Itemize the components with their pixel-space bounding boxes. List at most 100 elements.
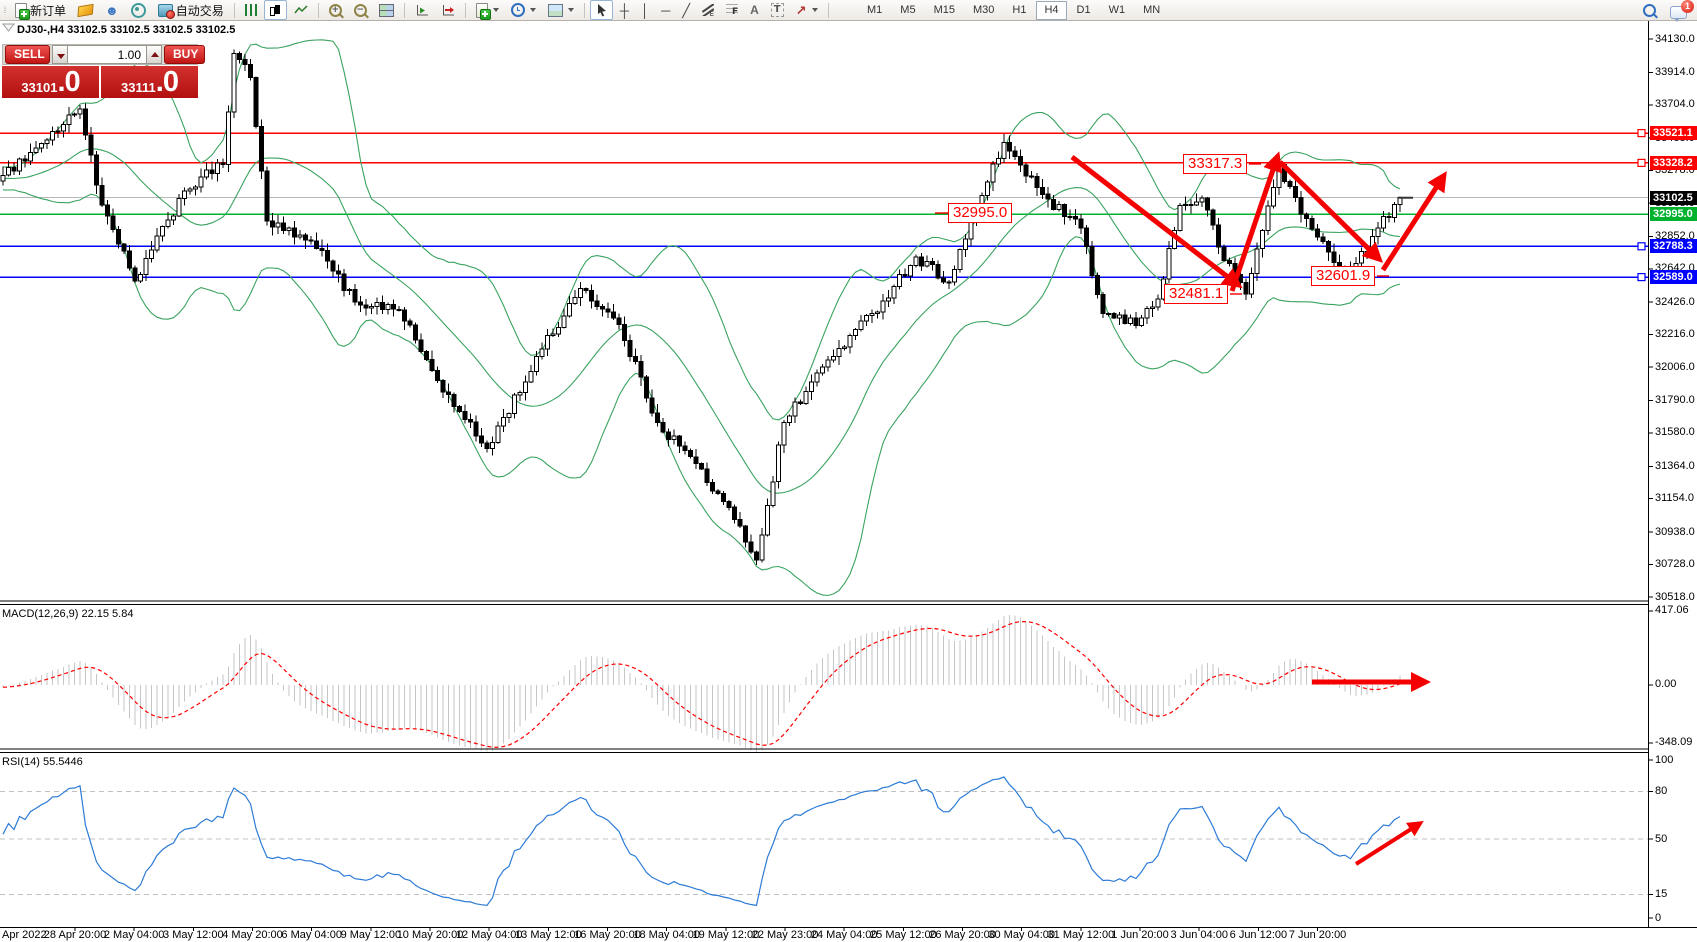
volume-decrease-button[interactable] <box>52 45 68 64</box>
price-level-tag: 33328.2 <box>1650 155 1697 170</box>
time-axis-label: 18 May 04:00 <box>633 929 701 941</box>
price-level-tag: 32788.3 <box>1650 239 1697 254</box>
templates-button[interactable] <box>543 0 579 20</box>
sell-price[interactable]: 33101.0 <box>2 66 99 98</box>
cursor-button[interactable] <box>589 0 613 20</box>
text-label-button[interactable]: T <box>766 0 789 20</box>
symbol-ohlc-header: DJ30-,H4 33102.5 33102.5 33102.5 33102.5 <box>17 24 236 36</box>
new-order-icon <box>15 2 30 20</box>
price-axis-tick: 31154.0 <box>1655 492 1694 505</box>
time-axis-label: 30 May 04:00 <box>988 929 1056 941</box>
price-annotation[interactable]: 32601.9 <box>1311 266 1376 286</box>
zoom-in-icon: + <box>328 3 342 17</box>
community-button[interactable]: ☻ <box>100 0 124 20</box>
zoom-out-button[interactable]: − <box>349 0 372 20</box>
timeframe-m15[interactable]: M15 <box>933 4 955 16</box>
chevron-down-icon[interactable] <box>811 8 818 12</box>
timeframe-h1[interactable]: H1 <box>1012 4 1027 16</box>
trendline-button[interactable]: ╱ <box>677 0 695 20</box>
price-level-tag: 32589.0 <box>1650 270 1697 285</box>
toolbar-separator <box>233 2 235 18</box>
price-axis-tick: 31364.0 <box>1655 459 1695 472</box>
rsi-axis-label: 100 <box>1655 753 1674 766</box>
chevron-down-icon[interactable] <box>529 8 536 12</box>
time-axis-label: Apr 2022 <box>2 929 47 941</box>
toolbar-separator <box>317 2 319 18</box>
rsi-indicator-label: RSI(14) 55.5446 <box>2 756 83 768</box>
chat-icon[interactable]: 1 <box>1670 0 1694 22</box>
signals-button[interactable] <box>126 0 151 20</box>
chevron-down-icon[interactable] <box>492 8 499 12</box>
price-axis-tick: 34130.0 <box>1655 32 1695 45</box>
auto-scroll-button[interactable] <box>410 0 434 20</box>
toolbar-separator <box>403 2 405 18</box>
indicators-button[interactable] <box>471 0 504 20</box>
templates-icon <box>547 3 563 17</box>
equidistant-channel-button[interactable]: E <box>697 0 719 20</box>
buy-price-frac: .0 <box>155 66 179 98</box>
buy-button[interactable]: BUY <box>164 45 205 64</box>
arrows-button[interactable]: ↗ <box>791 0 823 20</box>
equidistant-channel-icon: E <box>702 4 714 17</box>
time-axis-label: 1 Jun 20:00 <box>1111 929 1169 941</box>
timeframe-h4[interactable]: H4 <box>1036 1 1067 20</box>
periods-button[interactable] <box>506 0 541 20</box>
text-button[interactable]: A <box>745 0 764 20</box>
marker-button[interactable] <box>73 0 98 20</box>
price-axis-tick: 32006.0 <box>1655 360 1695 373</box>
time-axis-label: 2 May 04:00 <box>103 929 165 941</box>
vertical-line-button[interactable]: │ <box>636 0 654 20</box>
chart-shift-button[interactable] <box>436 0 460 20</box>
bar-chart-button[interactable] <box>240 0 262 20</box>
chevron-down-icon[interactable] <box>567 8 574 12</box>
line-chart-button[interactable] <box>289 0 313 20</box>
toolbar-right-icons: 1 <box>1643 0 1694 22</box>
buy-price-main: 33111 <box>121 80 156 95</box>
autotrading-button[interactable]: 自动交易 <box>153 0 229 20</box>
new-order-button[interactable]: 新订单 <box>10 0 71 20</box>
search-icon[interactable] <box>1643 4 1656 17</box>
signals-icon <box>130 2 146 18</box>
time-axis-label: 7 Jun 20:00 <box>1288 929 1347 941</box>
timeframe-w1[interactable]: W1 <box>1108 4 1126 16</box>
tile-windows-button[interactable] <box>374 0 399 20</box>
one-click-trading-panel: SELL BUY 33101.0 33111.0 <box>2 44 205 98</box>
candlestick-chart-button[interactable] <box>263 0 287 20</box>
text-label-icon: T <box>770 3 784 17</box>
community-icon: ☻ <box>105 2 119 18</box>
macd-axis-label: 417.06 <box>1655 604 1689 616</box>
buy-price[interactable]: 33111.0 <box>101 66 198 98</box>
autotrading-icon <box>157 3 175 19</box>
timeframe-m1[interactable]: M1 <box>867 4 883 16</box>
toolbar-button-label: 新订单 <box>30 3 67 18</box>
trendline-icon: ╱ <box>682 2 691 18</box>
timeframe-mn[interactable]: MN <box>1143 4 1161 16</box>
price-annotation[interactable]: 32481.1 <box>1164 284 1229 304</box>
time-axis-label: 22 May 23:00 <box>751 929 819 941</box>
timeframe-m30[interactable]: M30 <box>972 4 995 16</box>
time-axis-label: 19 May 12:00 <box>692 929 760 941</box>
timeframe-m5[interactable]: M5 <box>900 4 916 16</box>
fibonacci-button[interactable]: F <box>721 0 743 20</box>
volume-input[interactable] <box>68 45 146 64</box>
timeframe-d1[interactable]: D1 <box>1076 4 1091 16</box>
macd-indicator-label: MACD(12,26,9) 22.15 5.84 <box>2 608 134 620</box>
horizontal-line-button[interactable]: ─ <box>656 0 675 20</box>
volume-increase-button[interactable] <box>146 45 162 64</box>
price-axis-tick: 30728.0 <box>1655 558 1695 571</box>
time-axis-label: 9 May 12:00 <box>340 929 402 941</box>
crosshair-button[interactable]: ┼ <box>615 0 634 20</box>
marker-icon <box>77 3 94 17</box>
zoom-in-button[interactable]: + <box>324 0 347 20</box>
time-axis-label: 26 May 20:00 <box>929 929 996 941</box>
auto-scroll-icon <box>416 4 428 15</box>
sell-button[interactable]: SELL <box>5 45 50 64</box>
price-annotation[interactable]: 32995.0 <box>948 203 1013 223</box>
tile-windows-icon <box>378 3 394 17</box>
notification-badge: 1 <box>1681 0 1694 13</box>
price-annotation[interactable]: 33317.3 <box>1183 154 1248 174</box>
cursor-icon <box>597 4 606 17</box>
